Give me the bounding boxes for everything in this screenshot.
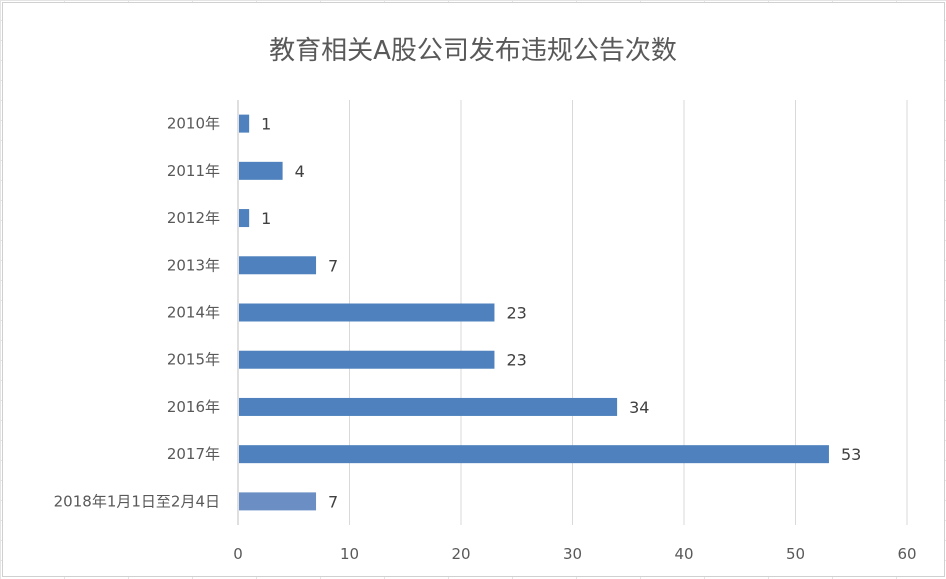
x-tick-label: 60 (897, 545, 916, 563)
bars (239, 114, 829, 511)
category-label: 2010年 (167, 115, 220, 133)
x-axis-tick-labels: 0 10 20 30 40 50 60 (233, 545, 916, 563)
category-label: 2014年 (167, 304, 220, 322)
data-label: 34 (629, 398, 649, 417)
bar[interactable] (239, 397, 618, 416)
chart-title: 教育相关A股公司发布违规公告次数 (269, 36, 677, 66)
x-tick-label: 20 (451, 545, 470, 563)
category-label: 2011年 (167, 162, 220, 180)
data-label: 23 (506, 351, 526, 370)
x-tick-label: 30 (563, 545, 582, 563)
data-label: 1 (261, 115, 271, 134)
x-tick-label: 40 (674, 545, 693, 563)
data-label: 53 (841, 445, 861, 464)
data-label: 7 (328, 492, 338, 511)
bar[interactable] (239, 492, 317, 511)
bar[interactable] (239, 209, 250, 228)
x-tick-label: 50 (786, 545, 805, 563)
category-labels: 2010年 2011年 2012年 2013年 2014年 2015年 2016年 2017年… (54, 115, 220, 511)
bar[interactable] (239, 114, 250, 133)
category-label: 2017年 (167, 445, 220, 463)
data-labels: 1 4 1 7 23 23 34 53 7 (261, 115, 861, 512)
bar[interactable] (239, 303, 495, 322)
bar[interactable] (239, 350, 495, 369)
data-label: 7 (328, 256, 338, 275)
x-tick-label: 10 (340, 545, 359, 563)
data-label: 4 (295, 162, 305, 181)
category-label: 2013年 (167, 256, 220, 274)
data-label: 23 (506, 304, 526, 323)
category-label: 2018年1月1日至2月4日 (54, 492, 220, 510)
bar[interactable] (239, 161, 283, 180)
category-label: 2012年 (167, 209, 220, 227)
bar[interactable] (239, 445, 829, 464)
x-tick-label: 0 (233, 545, 243, 563)
bar-chart: 教育相关A股公司发布违规公告次数 2010年2011年2012年2013年201… (54, 36, 917, 563)
category-label: 2016年 (167, 398, 220, 416)
bar[interactable] (239, 256, 317, 275)
data-label: 1 (261, 209, 271, 228)
category-label: 2015年 (167, 351, 220, 369)
